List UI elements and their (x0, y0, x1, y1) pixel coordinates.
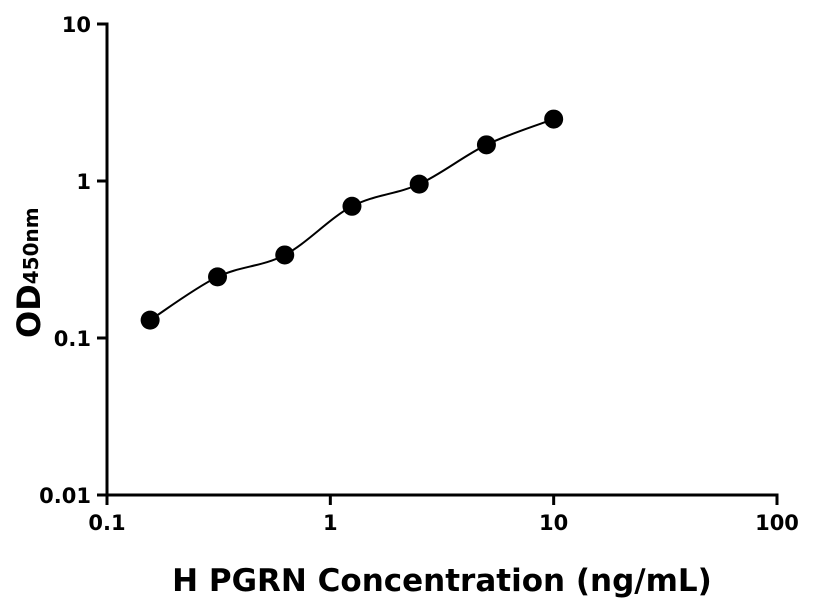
data-point (476, 135, 496, 155)
x-tick-label: 10 (539, 511, 568, 535)
x-tick-label: 0.1 (88, 511, 125, 535)
axes: 0.1 1 10 100 0.01 0.1 1 10 (39, 13, 799, 535)
y-tick-label: 1 (76, 170, 91, 194)
y-tick-label: 0.01 (39, 484, 91, 508)
data-point (208, 267, 228, 287)
x-tick-label: 100 (755, 511, 799, 535)
y-tick-label: 0.1 (54, 327, 91, 351)
data-point (409, 174, 429, 194)
y-axis-label-subscript: 450nm (19, 207, 43, 284)
data-points (140, 109, 564, 330)
y-axis-label: OD450nm (10, 207, 48, 338)
data-point (342, 196, 362, 216)
y-tick-label: 10 (62, 13, 91, 37)
x-axis-label: H PGRN Concentration (ng/mL) (172, 563, 712, 599)
data-point (140, 310, 160, 330)
x-tick-label: 1 (323, 511, 338, 535)
data-point (544, 109, 564, 129)
data-point (275, 245, 295, 265)
y-axis-label-main: OD (10, 284, 48, 338)
